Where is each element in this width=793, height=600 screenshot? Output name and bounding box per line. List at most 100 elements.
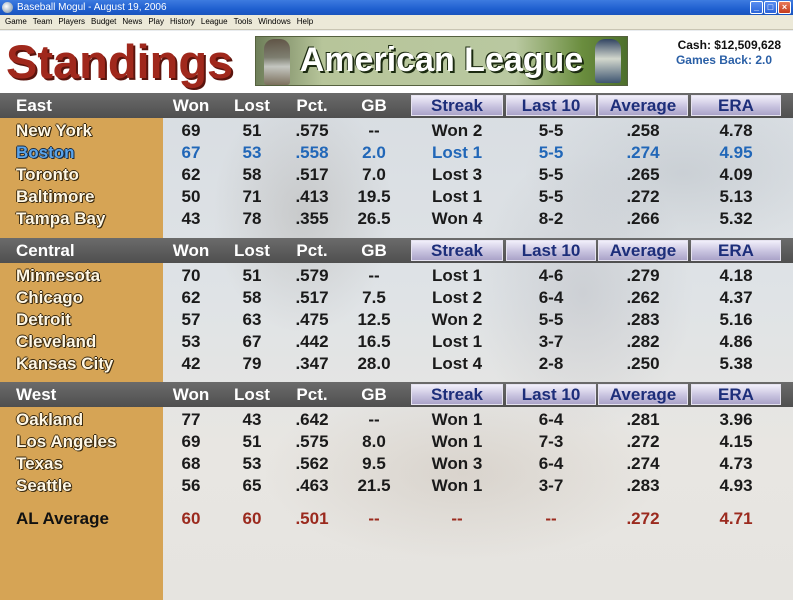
cell-era: 4.86 [719,332,753,351]
team-name[interactable]: Cleveland [16,332,97,351]
division-header-central: Central Won Lost Pct. GB Streak Last 10 Average… [0,238,793,263]
cell-streak: Lost 1 [431,187,483,206]
menu-play[interactable]: Play [148,17,164,26]
page-title: Standings [6,35,234,88]
column-header-gb[interactable]: GB [361,385,387,404]
cell-lost: 51 [242,266,262,285]
cash-display: Cash: $12,509,628 [677,38,781,52]
cell-streak: Won 4 [431,209,483,228]
team-name[interactable]: Baltimore [16,187,95,206]
table-row[interactable]: Detroit 57 63 .475 12.5 Won 2 5-5 .283 5.16 [0,309,793,331]
cell-era: 4.37 [719,288,753,307]
column-header-won[interactable]: Won [172,96,210,115]
minimize-button[interactable]: _ [750,1,763,14]
team-name[interactable]: Los Angeles [16,432,117,451]
cell-won: 53 [181,332,201,351]
column-header-streak-button[interactable]: Streak [411,240,503,261]
team-name[interactable]: Seattle [16,476,72,495]
cell-avg: .272 [626,432,660,451]
cell-avg: .281 [626,410,660,429]
cell-last10: 5-5 [538,165,564,184]
table-row[interactable]: Oakland 77 43 .642 -- Won 1 6-4 .281 3.96 [0,409,793,431]
menu-news[interactable]: News [122,17,143,26]
cell-avg: .265 [626,165,660,184]
cell-last10: 5-5 [538,143,564,162]
window-controls: _ □ × [750,1,791,14]
cell-avg: .262 [626,288,660,307]
column-header-streak-button[interactable]: Streak [411,384,503,405]
team-name[interactable]: Oakland [16,410,84,429]
banner-player-image-left [264,39,290,85]
cell-pct: .558 [295,143,329,162]
column-header-lost[interactable]: Lost [234,385,270,404]
games-back-display: Games Back: 2.0 [675,53,772,67]
team-name[interactable]: Toronto [16,165,79,184]
menu-team[interactable]: Team [32,17,53,26]
table-row[interactable]: Toronto 62 58 .517 7.0 Lost 3 5-5 .265 4.09 [0,164,793,186]
cell-pct: .575 [295,121,329,140]
column-header-era-button[interactable]: ERA [691,240,781,261]
menu-players[interactable]: Players [58,17,86,26]
team-name[interactable]: Kansas City [16,354,114,373]
menu-windows[interactable]: Windows [258,17,291,26]
column-header-era-button[interactable]: ERA [691,95,781,116]
column-header-era-button[interactable]: ERA [691,384,781,405]
cell-lost: 67 [242,332,262,351]
column-header-last10-button[interactable]: Last 10 [506,240,596,261]
table-row[interactable]: Boston 67 53 .558 2.0 Lost 1 5-5 .274 4.95 [0,142,793,164]
column-header-last10-button[interactable]: Last 10 [506,384,596,405]
menu-history[interactable]: History [169,17,195,26]
table-row[interactable]: Minnesota 70 51 .579 -- Lost 1 4-6 .279 4.18 [0,265,793,287]
column-header-pct[interactable]: Pct. [296,241,328,260]
standings-area: East Won Lost Pct. GB Streak Last 10 Average ERA… [0,93,793,600]
column-header-average-button[interactable]: Average [598,95,688,116]
team-name[interactable]: Detroit [16,310,71,329]
table-row[interactable]: Los Angeles 69 51 .575 8.0 Won 1 7-3 .272 4.15 [0,431,793,453]
menu-game[interactable]: Game [5,17,27,26]
team-name[interactable]: Chicago [16,288,84,307]
team-name[interactable]: Tampa Bay [16,209,106,228]
table-row[interactable]: Texas 68 53 .562 9.5 Won 3 6-4 .274 4.73 [0,453,793,475]
column-header-gb[interactable]: GB [361,96,387,115]
table-row[interactable]: Baltimore 50 71 .413 19.5 Lost 1 5-5 .272 5.13 [0,186,793,208]
table-row[interactable]: Cleveland 53 67 .442 16.5 Lost 1 3-7 .282 4.86 [0,331,793,353]
maximize-button[interactable]: □ [764,1,777,14]
team-name[interactable]: Boston [16,143,75,162]
column-header-lost[interactable]: Lost [234,241,270,260]
column-header-lost[interactable]: Lost [234,96,270,115]
cell-era: 3.96 [719,410,753,429]
column-header-won[interactable]: Won [172,385,210,404]
cell-lost: 79 [242,354,262,373]
team-name[interactable]: New York [16,121,92,140]
table-row[interactable]: New York 69 51 .575 -- Won 2 5-5 .258 4.78 [0,120,793,142]
column-header-won[interactable]: Won [172,241,210,260]
average-cell-gb: -- [368,509,380,528]
cell-won: 42 [181,354,201,373]
table-row[interactable]: Kansas City 42 79 .347 28.0 Lost 4 2-8 .250 5.38 [0,353,793,375]
menu-budget[interactable]: Budget [91,17,117,26]
column-header-gb[interactable]: GB [361,241,387,260]
cell-won: 57 [181,310,201,329]
menu-tools[interactable]: Tools [233,17,253,26]
close-button[interactable]: × [778,1,791,14]
league-average-row: AL Average 60 60 .501 -- -- -- .272 4.71 [0,508,793,530]
cell-lost: 53 [242,454,262,473]
table-row[interactable]: Seattle 56 65 .463 21.5 Won 1 3-7 .283 4.93 [0,475,793,497]
table-row[interactable]: Chicago 62 58 .517 7.5 Lost 2 6-4 .262 4.37 [0,287,793,309]
team-name[interactable]: Texas [16,454,63,473]
window-titlebar[interactable]: Baseball Mogul - August 19, 2006 _ □ × [0,0,793,15]
column-header-last10-button[interactable]: Last 10 [506,95,596,116]
column-header-pct[interactable]: Pct. [296,385,328,404]
table-row[interactable]: Tampa Bay 43 78 .355 26.5 Won 4 8-2 .266 5.32 [0,208,793,230]
cell-avg: .266 [626,209,660,228]
cell-last10: 6-4 [538,410,564,429]
menu-help[interactable]: Help [296,17,314,26]
cell-gb: 12.5 [357,310,391,329]
cell-pct: .642 [295,410,329,429]
column-header-pct[interactable]: Pct. [296,96,328,115]
menu-league[interactable]: League [200,17,228,26]
team-name[interactable]: Minnesota [16,266,101,285]
column-header-average-button[interactable]: Average [598,384,688,405]
column-header-average-button[interactable]: Average [598,240,688,261]
column-header-streak-button[interactable]: Streak [411,95,503,116]
